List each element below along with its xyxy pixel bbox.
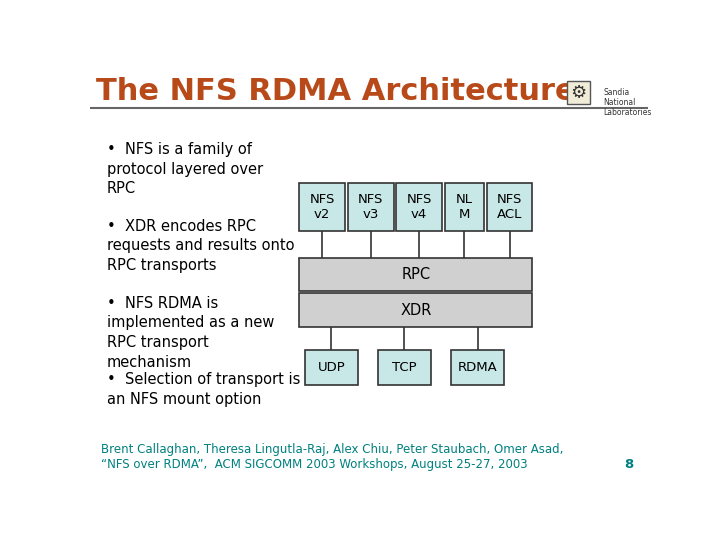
Text: •  Selection of transport is
an NFS mount option: • Selection of transport is an NFS mount… bbox=[107, 373, 300, 407]
Text: NFS
v3: NFS v3 bbox=[358, 193, 383, 221]
Text: Sandia
National
Laboratories: Sandia National Laboratories bbox=[603, 87, 652, 118]
Text: 8: 8 bbox=[624, 458, 634, 471]
Text: •  XDR encodes RPC
requests and results onto
RPC transports: • XDR encodes RPC requests and results o… bbox=[107, 219, 294, 273]
FancyBboxPatch shape bbox=[445, 183, 484, 231]
Text: The NFS RDMA Architecture: The NFS RDMA Architecture bbox=[96, 77, 575, 106]
Text: Brent Callaghan, Theresa Lingutla-Raj, Alex Chiu, Peter Staubach, Omer Asad,: Brent Callaghan, Theresa Lingutla-Raj, A… bbox=[101, 443, 564, 456]
Text: NFS
v4: NFS v4 bbox=[407, 193, 432, 221]
FancyBboxPatch shape bbox=[567, 82, 590, 104]
Text: NFS
v2: NFS v2 bbox=[310, 193, 335, 221]
Text: “NFS over RDMA”,  ACM SIGCOMM 2003 Workshops, August 25-27, 2003: “NFS over RDMA”, ACM SIGCOMM 2003 Worksh… bbox=[101, 458, 528, 471]
Text: RDMA: RDMA bbox=[458, 361, 498, 374]
Text: NL
M: NL M bbox=[456, 193, 473, 221]
Text: RPC: RPC bbox=[401, 267, 431, 282]
Text: NFS
ACL: NFS ACL bbox=[497, 193, 522, 221]
FancyBboxPatch shape bbox=[300, 258, 533, 292]
FancyBboxPatch shape bbox=[300, 183, 345, 231]
Text: TCP: TCP bbox=[392, 361, 417, 374]
FancyBboxPatch shape bbox=[487, 183, 533, 231]
FancyBboxPatch shape bbox=[305, 349, 358, 385]
Text: •  NFS RDMA is
implemented as a new
RPC transport
mechanism: • NFS RDMA is implemented as a new RPC t… bbox=[107, 295, 274, 370]
Text: ⚙: ⚙ bbox=[570, 84, 586, 102]
Text: •  NFS is a family of
protocol layered over
RPC: • NFS is a family of protocol layered ov… bbox=[107, 141, 263, 197]
FancyBboxPatch shape bbox=[300, 294, 533, 327]
FancyBboxPatch shape bbox=[451, 349, 504, 385]
FancyBboxPatch shape bbox=[396, 183, 442, 231]
Text: UDP: UDP bbox=[318, 361, 345, 374]
Text: XDR: XDR bbox=[400, 302, 431, 318]
FancyBboxPatch shape bbox=[378, 349, 431, 385]
FancyBboxPatch shape bbox=[348, 183, 394, 231]
